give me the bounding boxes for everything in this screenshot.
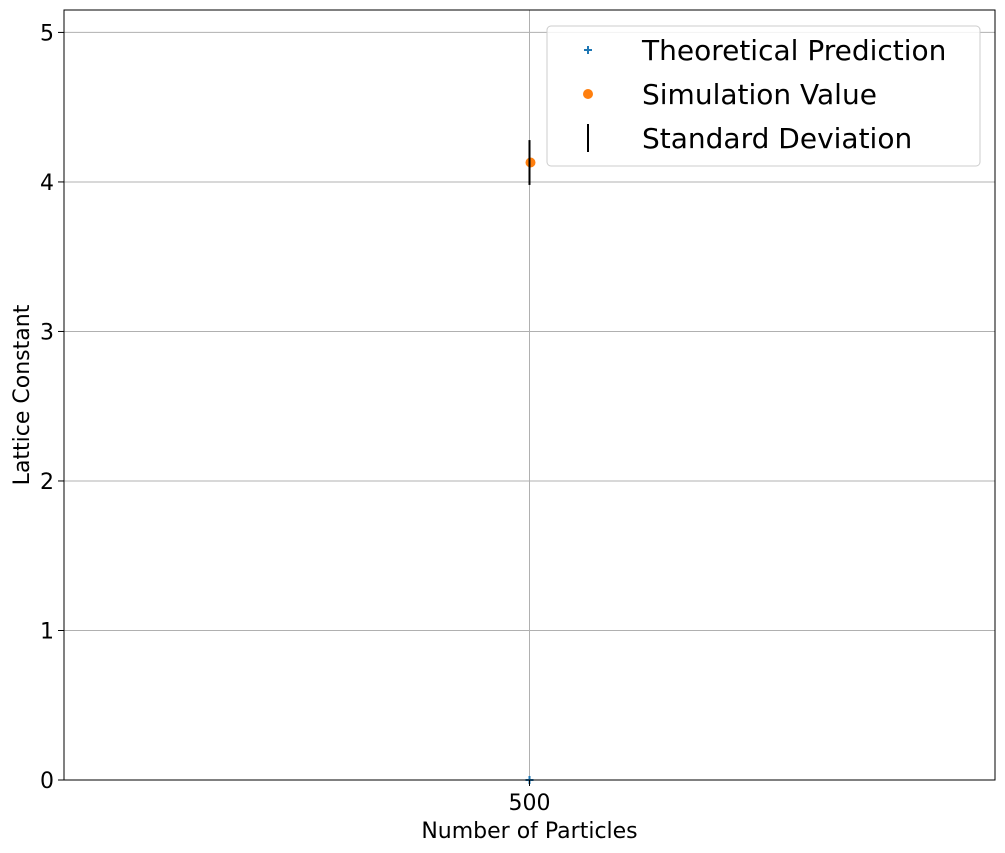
y-axis-label: Lattice Constant [10,304,35,485]
ticks: 0 1 2 3 4 5 500 [40,21,551,816]
y-tick-label: 4 [40,171,54,196]
legend-marker-theoretical [584,46,592,54]
legend-box [546,25,981,167]
legend-label: Standard Deviation [642,122,912,155]
y-tick-label: 5 [40,21,54,46]
legend-label: Theoretical Prediction [641,34,946,67]
y-tick-label: 3 [40,320,54,345]
y-tick-label: 1 [40,619,54,644]
legend-marker-simulation [583,89,593,99]
y-tick-label: 2 [40,470,54,495]
legend-label: Simulation Value [642,78,877,111]
x-axis-label: Number of Particles [421,819,637,844]
x-tick-label: 500 [509,791,551,816]
plot-data [525,140,536,784]
legend: Theoretical Prediction Simulation Value St… [546,25,981,167]
y-tick-label: 0 [40,769,54,794]
